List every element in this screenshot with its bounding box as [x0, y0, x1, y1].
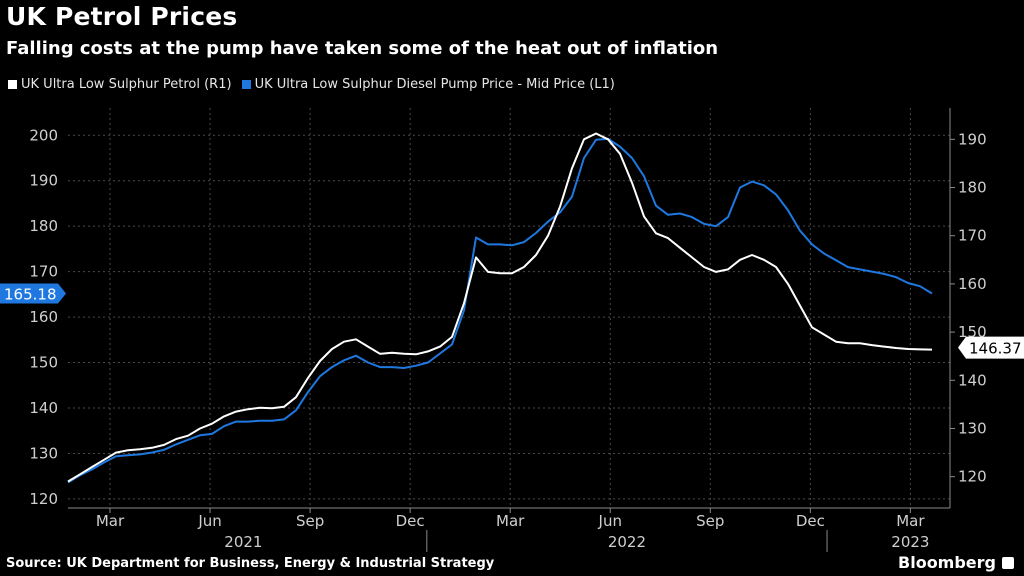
x-axis-tick-label: Mar	[496, 512, 525, 530]
x-axis-tick-label: Mar	[896, 512, 925, 530]
right-axis-tick-label: 180	[958, 179, 987, 197]
chart-legend: UK Ultra Low Sulphur Petrol (R1) UK Ultr…	[8, 77, 625, 92]
legend-label-diesel: UK Ultra Low Sulphur Diesel Pump Price -…	[254, 77, 615, 92]
x-axis-year-label: 2023	[891, 533, 929, 551]
legend-item-diesel: UK Ultra Low Sulphur Diesel Pump Price -…	[241, 77, 615, 92]
left-axis-tick-label: 160	[29, 308, 58, 326]
legend-swatch-diesel	[241, 80, 251, 89]
plot-area	[68, 108, 950, 508]
x-axis-tick-label: Dec	[396, 512, 425, 530]
series-line-diesel	[67, 137, 933, 484]
brand-logo-icon	[1002, 557, 1014, 569]
right-axis-tick-label: 130	[958, 419, 987, 437]
right-axis-tick-label: 170	[958, 227, 987, 245]
left-axis-tick-label: 120	[29, 490, 58, 508]
chart-title: UK Petrol Prices	[6, 2, 238, 31]
right-axis-tick-label: 190	[958, 130, 987, 148]
left-axis-tick-label: 150	[29, 354, 58, 372]
source-note: Source: UK Department for Business, Ener…	[6, 556, 495, 571]
left-axis-tick-label: 130	[29, 444, 58, 462]
x-axis-tick-label: Dec	[796, 512, 825, 530]
left-axis-tick-label: 190	[29, 172, 58, 190]
x-axis-year-label: 2022	[608, 533, 646, 551]
brand-logo-text: Bloomberg	[898, 553, 996, 572]
left-axis-tick-label: 170	[29, 263, 58, 281]
legend-label-petrol: UK Ultra Low Sulphur Petrol (R1)	[21, 77, 232, 92]
legend-swatch-petrol	[8, 80, 17, 89]
x-axis-tick-label: Mar	[96, 512, 125, 530]
last-value-badge-diesel	[0, 283, 66, 304]
x-axis-tick-label: Sep	[296, 512, 324, 530]
left-axis-tick-label: 180	[29, 217, 58, 235]
x-axis-tick-label: Jun	[197, 512, 221, 530]
left-axis-tick-label: 140	[29, 399, 58, 417]
series-line-petrol	[67, 132, 933, 483]
x-axis-tick-label: Jun	[598, 512, 622, 530]
right-axis-tick-label: 120	[958, 468, 987, 486]
last-value-label-diesel: 165.18	[4, 286, 57, 304]
left-axis-tick-label: 200	[29, 126, 58, 144]
chart-subtitle: Falling costs at the pump have taken som…	[6, 38, 719, 59]
last-value-badge-petrol	[958, 336, 1024, 359]
right-axis-tick-label: 160	[958, 275, 987, 293]
legend-item-petrol: UK Ultra Low Sulphur Petrol (R1)	[8, 77, 232, 92]
x-axis-tick-label: Sep	[696, 512, 724, 530]
right-axis-tick-label: 140	[958, 371, 987, 389]
x-axis-year-label: 2021	[224, 533, 262, 551]
last-value-label-petrol: 146.37	[969, 340, 1022, 358]
